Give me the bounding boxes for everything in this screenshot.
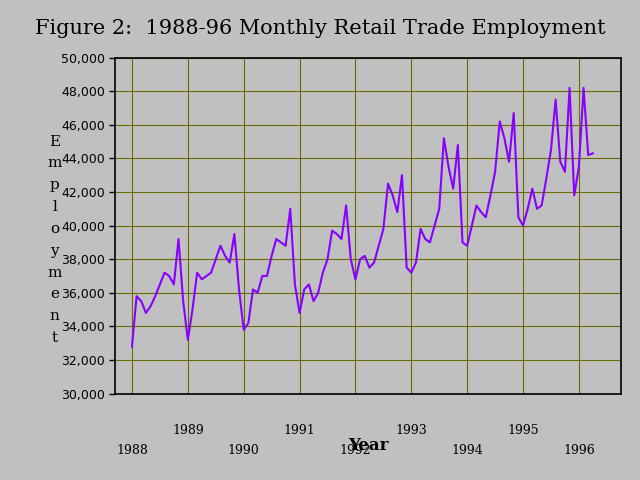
Text: 1990: 1990 [228,444,260,456]
Text: n: n [49,309,60,324]
Text: o: o [50,222,59,236]
Text: 1988: 1988 [116,444,148,456]
Text: m: m [47,265,61,280]
Text: y: y [50,244,59,258]
Text: 1991: 1991 [284,424,316,437]
Text: Figure 2:  1988-96 Monthly Retail Trade Employment: Figure 2: 1988-96 Monthly Retail Trade E… [35,19,605,38]
Text: l: l [52,200,57,214]
Text: t: t [51,331,58,345]
Text: e: e [50,288,59,301]
Text: 1992: 1992 [340,444,371,456]
Text: 1995: 1995 [508,424,539,437]
Text: 1989: 1989 [172,424,204,437]
Text: Year: Year [348,437,388,454]
Text: p: p [50,178,60,192]
Text: 1994: 1994 [451,444,483,456]
Text: 1996: 1996 [563,444,595,456]
Text: 1993: 1993 [396,424,427,437]
Text: E: E [49,134,60,149]
Text: m: m [47,156,61,170]
